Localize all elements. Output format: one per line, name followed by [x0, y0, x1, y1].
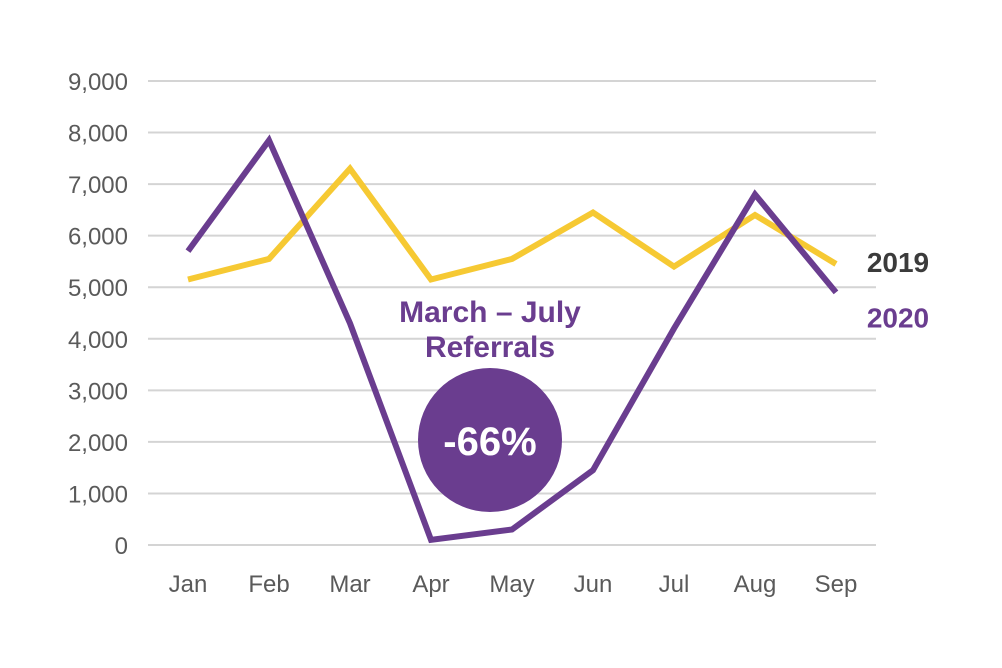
y-tick-label: 0: [115, 533, 128, 560]
y-tick-label: 3,000: [68, 378, 128, 405]
annotation: March – July Referrals: [399, 296, 581, 364]
x-tick-label: May: [489, 571, 534, 598]
series-labels: 2019 2020: [867, 247, 929, 333]
y-tick-label: 8,000: [68, 121, 128, 148]
x-tick-label: Jan: [169, 571, 208, 598]
y-axis-ticks: 0 1,000 2,000 3,000 4,000 5,000 6,000 7,000 8,00…: [68, 69, 128, 560]
x-tick-label: Sep: [815, 571, 858, 598]
y-tick-label: 9,000: [68, 69, 128, 96]
x-tick-label: Mar: [329, 571, 370, 598]
y-tick-label: 1,000: [68, 481, 128, 508]
annotation-line-2: Referrals: [425, 331, 555, 364]
y-tick-label: 5,000: [68, 275, 128, 302]
badge-circle: [418, 368, 562, 512]
series-label-2019: 2019: [867, 247, 929, 278]
x-axis-ticks: Jan Feb Mar Apr May Jun Jul Aug Sep: [169, 571, 858, 598]
y-tick-label: 6,000: [68, 224, 128, 251]
series-lines: [185, 134, 839, 544]
series-line-2019: [187, 163, 838, 283]
series-label-2020: 2020: [867, 302, 929, 333]
percent-change-badge: -66%: [418, 368, 562, 512]
annotation-line-1: March – July: [399, 296, 581, 329]
y-tick-label: 4,000: [68, 327, 128, 354]
gridlines: [148, 80, 876, 546]
y-tick-label: 2,000: [68, 430, 128, 457]
series-line-2020: [185, 134, 839, 544]
x-tick-label: Jul: [659, 571, 690, 598]
x-tick-label: Apr: [412, 571, 449, 598]
x-tick-label: Feb: [248, 571, 289, 598]
badge-text: -66%: [443, 420, 536, 464]
x-tick-label: Aug: [734, 571, 777, 598]
x-tick-label: Jun: [574, 571, 613, 598]
y-tick-label: 7,000: [68, 172, 128, 199]
